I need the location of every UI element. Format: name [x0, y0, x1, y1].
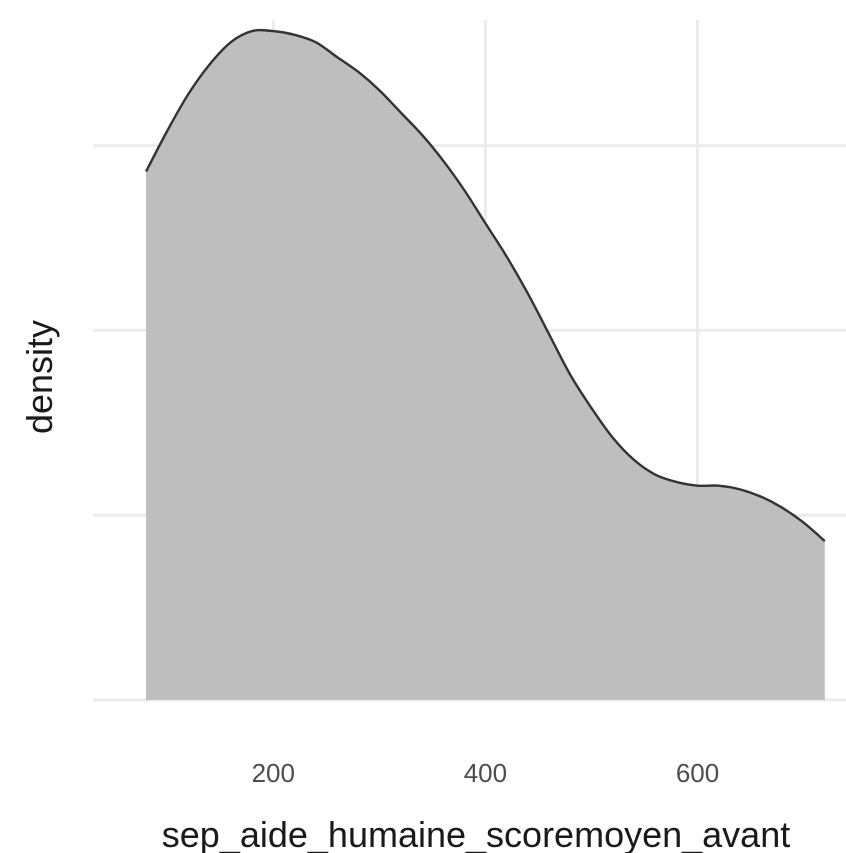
density-line — [144, 28, 826, 542]
density-marks — [144, 28, 826, 700]
x-tick-label: 200 — [252, 758, 295, 788]
x-axis-ticks: 200 400 600 — [252, 758, 720, 788]
y-axis-title: density — [19, 320, 60, 434]
x-axis-title: sep_aide_humaine_scoremoyen_avant — [162, 814, 790, 853]
density-area — [146, 30, 825, 700]
x-tick-label: 400 — [464, 758, 507, 788]
x-tick-label: 600 — [676, 758, 719, 788]
